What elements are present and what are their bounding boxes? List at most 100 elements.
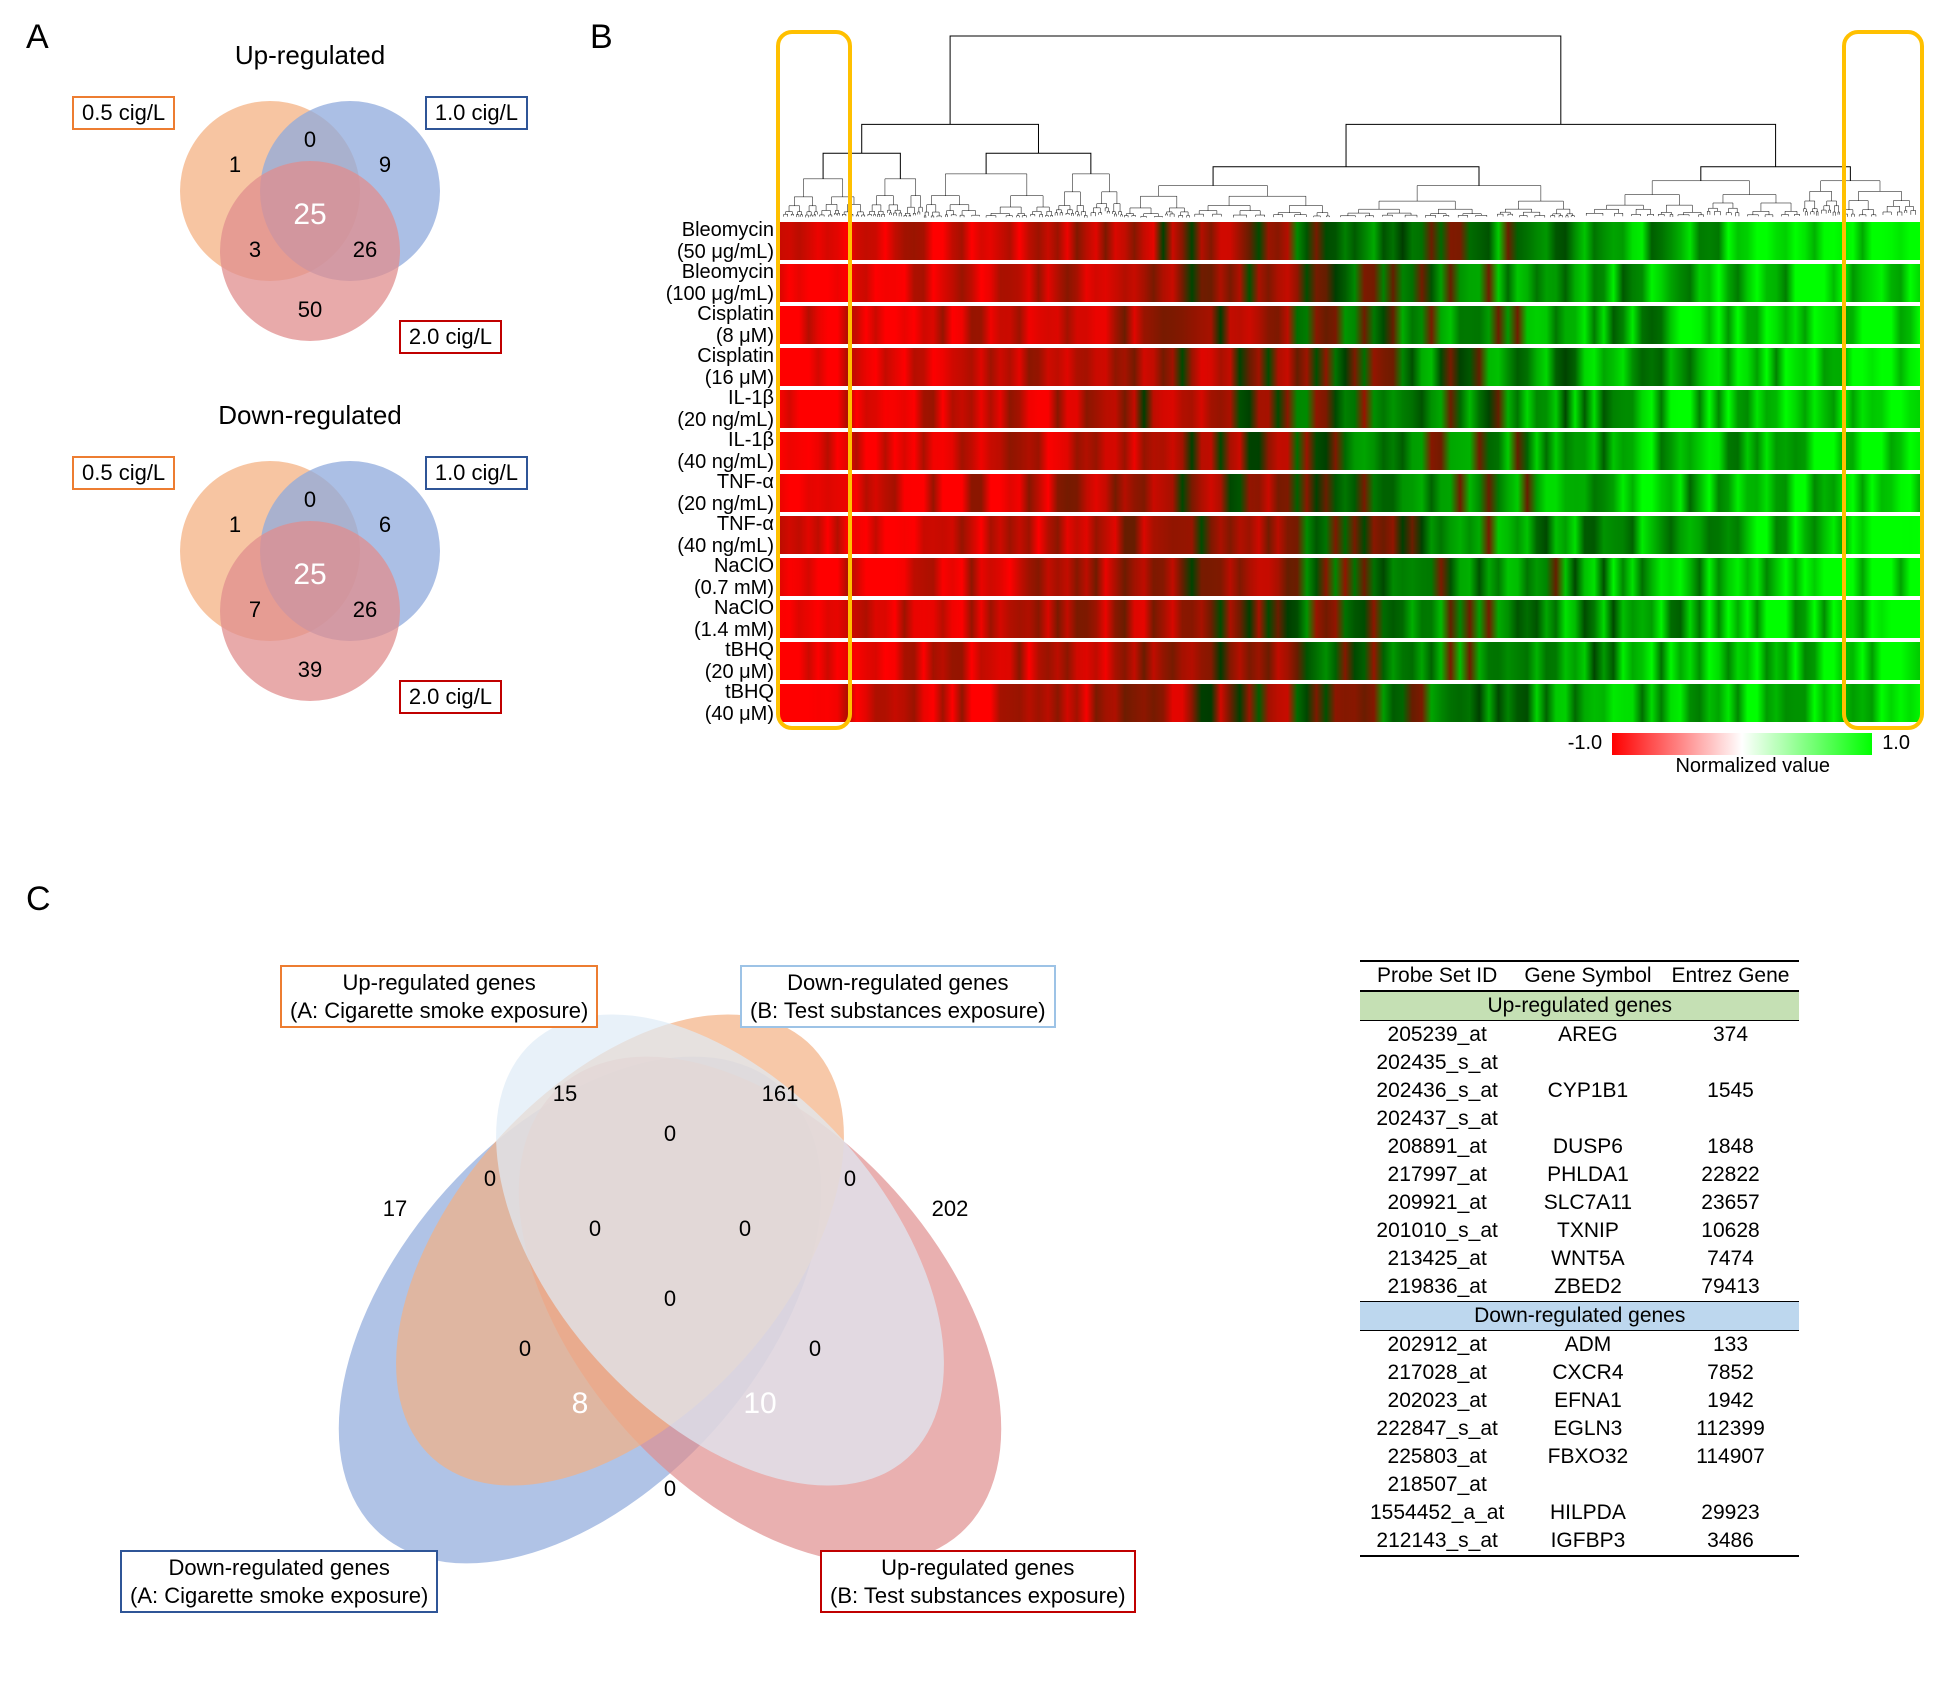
heatmap-row-label: TNF-α(40 ng/mL) xyxy=(620,513,774,557)
heatmap-strip xyxy=(780,642,1920,680)
gene-table-cell: DUSP6 xyxy=(1514,1133,1661,1161)
heatmap-row-label: tBHQ(20 μM) xyxy=(620,639,774,683)
gene-table-cell xyxy=(1662,1105,1800,1133)
heatmap-strip xyxy=(780,306,1920,344)
gene-table-cell: AREG xyxy=(1514,1021,1661,1050)
gene-table-row: 201010_s_atTXNIP10628 xyxy=(1360,1217,1799,1245)
gene-table-row: 202435_s_at xyxy=(1360,1049,1799,1077)
venn-down-container: Down-regulated 1 6 39 0 7 26 25 0.5 cig/… xyxy=(100,400,520,701)
gene-table-cell: 222847_s_at xyxy=(1360,1415,1514,1443)
venn-down-title: Down-regulated xyxy=(100,400,520,431)
venn-down-ab: 0 xyxy=(304,487,316,512)
gene-table-cell: SLC7A11 xyxy=(1514,1189,1661,1217)
v4-abcd: 0 xyxy=(664,1286,676,1311)
v4-b: 161 xyxy=(762,1081,799,1106)
v4-label-a: Up-regulated genes(A: Cigarette smoke ex… xyxy=(280,965,598,1028)
v4-abc: 0 xyxy=(589,1216,601,1241)
gene-table-cell: 213425_at xyxy=(1360,1245,1514,1273)
gene-table-section: Up-regulated genes xyxy=(1360,991,1799,1021)
heatmap-strip xyxy=(780,348,1920,386)
gene-table-cell: 114907 xyxy=(1662,1443,1800,1471)
gene-table-cell: 1942 xyxy=(1662,1387,1800,1415)
v4-label-b: Down-regulated genes(B: Test substances … xyxy=(740,965,1056,1028)
gene-table-cell: 208891_at xyxy=(1360,1133,1514,1161)
gene-table-cell: 202023_at xyxy=(1360,1387,1514,1415)
venn4-svg: 15 161 17 202 0 0 0 0 0 0 0 0 0 8 10 xyxy=(60,920,1260,1640)
gene-table-cell: FBXO32 xyxy=(1514,1443,1661,1471)
gene-table-cell xyxy=(1514,1105,1661,1133)
gene-table-cell: 202436_s_at xyxy=(1360,1077,1514,1105)
panel-a-label: A xyxy=(26,18,49,57)
gene-table-cell: 7474 xyxy=(1662,1245,1800,1273)
venn-up-ab: 0 xyxy=(304,127,316,152)
v4-adx: 0 xyxy=(809,1336,821,1361)
heatmap-row-label: Cisplatin(16 μM) xyxy=(620,345,774,389)
gene-table-row: 208891_atDUSP61848 xyxy=(1360,1133,1799,1161)
gene-table-cell: PHLDA1 xyxy=(1514,1161,1661,1189)
v4-ab: 0 xyxy=(664,1121,676,1146)
heatmap-strip xyxy=(780,222,1920,260)
venn-down-bc: 26 xyxy=(353,597,377,622)
heatmap-row-label: Bleomycin(100 μg/mL) xyxy=(620,261,774,305)
legend-max: 1.0 xyxy=(1882,732,1910,755)
gene-table-row: 202437_s_at xyxy=(1360,1105,1799,1133)
gene-table-row: 202023_atEFNA11942 xyxy=(1360,1387,1799,1415)
gene-table-cell: 1848 xyxy=(1662,1133,1800,1161)
gene-table-row: 212143_s_atIGFBP33486 xyxy=(1360,1527,1799,1556)
venn-up-ac: 3 xyxy=(249,237,261,262)
dendrogram-svg xyxy=(780,30,1920,220)
heatmap-row-label: NaClO(1.4 mM) xyxy=(620,597,774,641)
gene-table-cell: HILPDA xyxy=(1514,1499,1661,1527)
gene-table-cell: EGLN3 xyxy=(1514,1415,1661,1443)
heatmap-row-label: IL-1β(20 ng/mL) xyxy=(620,387,774,431)
gene-table-cell: 201010_s_at xyxy=(1360,1217,1514,1245)
gene-table-cell: TXNIP xyxy=(1514,1217,1661,1245)
gene-table-row: 202912_atADM133 xyxy=(1360,1331,1799,1360)
gene-table-cell: 1554452_a_at xyxy=(1360,1499,1514,1527)
gene-table-cell: 205239_at xyxy=(1360,1021,1514,1050)
gene-table-row: 218507_at xyxy=(1360,1471,1799,1499)
heatmap-strip xyxy=(780,390,1920,428)
venn-down-a: 1 xyxy=(229,512,241,537)
v4-bcx: 0 xyxy=(519,1336,531,1361)
venn-up-title: Up-regulated xyxy=(100,40,520,71)
venn-up-label-c: 2.0 cig/L xyxy=(399,320,502,354)
v4-ac: 0 xyxy=(484,1166,496,1191)
gene-table-cell: 217997_at xyxy=(1360,1161,1514,1189)
gene-table-section: Down-regulated genes xyxy=(1360,1302,1799,1331)
gene-table: Probe Set IDGene SymbolEntrez GeneUp-reg… xyxy=(1360,960,1799,1557)
v4-c: 17 xyxy=(383,1196,407,1221)
gene-table-cell: 112399 xyxy=(1662,1415,1800,1443)
gene-table-row: 209921_atSLC7A1123657 xyxy=(1360,1189,1799,1217)
venn-up-abc: 25 xyxy=(293,198,326,231)
heatmap-strip xyxy=(780,474,1920,512)
venn-down-label-a: 0.5 cig/L xyxy=(72,456,175,490)
gene-table-container: Probe Set IDGene SymbolEntrez GeneUp-reg… xyxy=(1360,960,1799,1557)
gene-table-row: 219836_atZBED279413 xyxy=(1360,1273,1799,1302)
gene-table-cell: ADM xyxy=(1514,1331,1661,1360)
venn-down-b: 6 xyxy=(379,512,391,537)
gene-table-row: 222847_s_atEGLN3112399 xyxy=(1360,1415,1799,1443)
panel-c-venn-container: 15 161 17 202 0 0 0 0 0 0 0 0 0 8 10 Up-… xyxy=(60,920,1260,1680)
venn-up-b: 9 xyxy=(379,152,391,177)
v4-a: 15 xyxy=(553,1081,577,1106)
gene-table-cell: 79413 xyxy=(1662,1273,1800,1302)
dendrogram xyxy=(780,30,1920,220)
gene-table-row: 205239_atAREG374 xyxy=(1360,1021,1799,1050)
highlight-box xyxy=(1842,30,1924,730)
v4-bcd: 10 xyxy=(743,1387,776,1420)
gene-table-row: 217028_atCXCR47852 xyxy=(1360,1359,1799,1387)
venn-up-container: Up-regulated 1 9 50 0 3 26 25 0.5 cig/L … xyxy=(100,40,520,341)
gene-table-cell: 202437_s_at xyxy=(1360,1105,1514,1133)
gene-table-cell: 202912_at xyxy=(1360,1331,1514,1360)
v4-abd: 0 xyxy=(739,1216,751,1241)
panel-c-label: C xyxy=(26,880,51,919)
highlight-box xyxy=(776,30,852,730)
gene-table-row: 202436_s_atCYP1B11545 xyxy=(1360,1077,1799,1105)
gene-table-cell: 374 xyxy=(1662,1021,1800,1050)
gene-table-cell: 29923 xyxy=(1662,1499,1800,1527)
gene-table-cell xyxy=(1514,1049,1661,1077)
gene-table-row: 1554452_a_atHILPDA29923 xyxy=(1360,1499,1799,1527)
heatmap-row-label: Bleomycin(50 μg/mL) xyxy=(620,219,774,263)
venn-up-bc: 26 xyxy=(353,237,377,262)
